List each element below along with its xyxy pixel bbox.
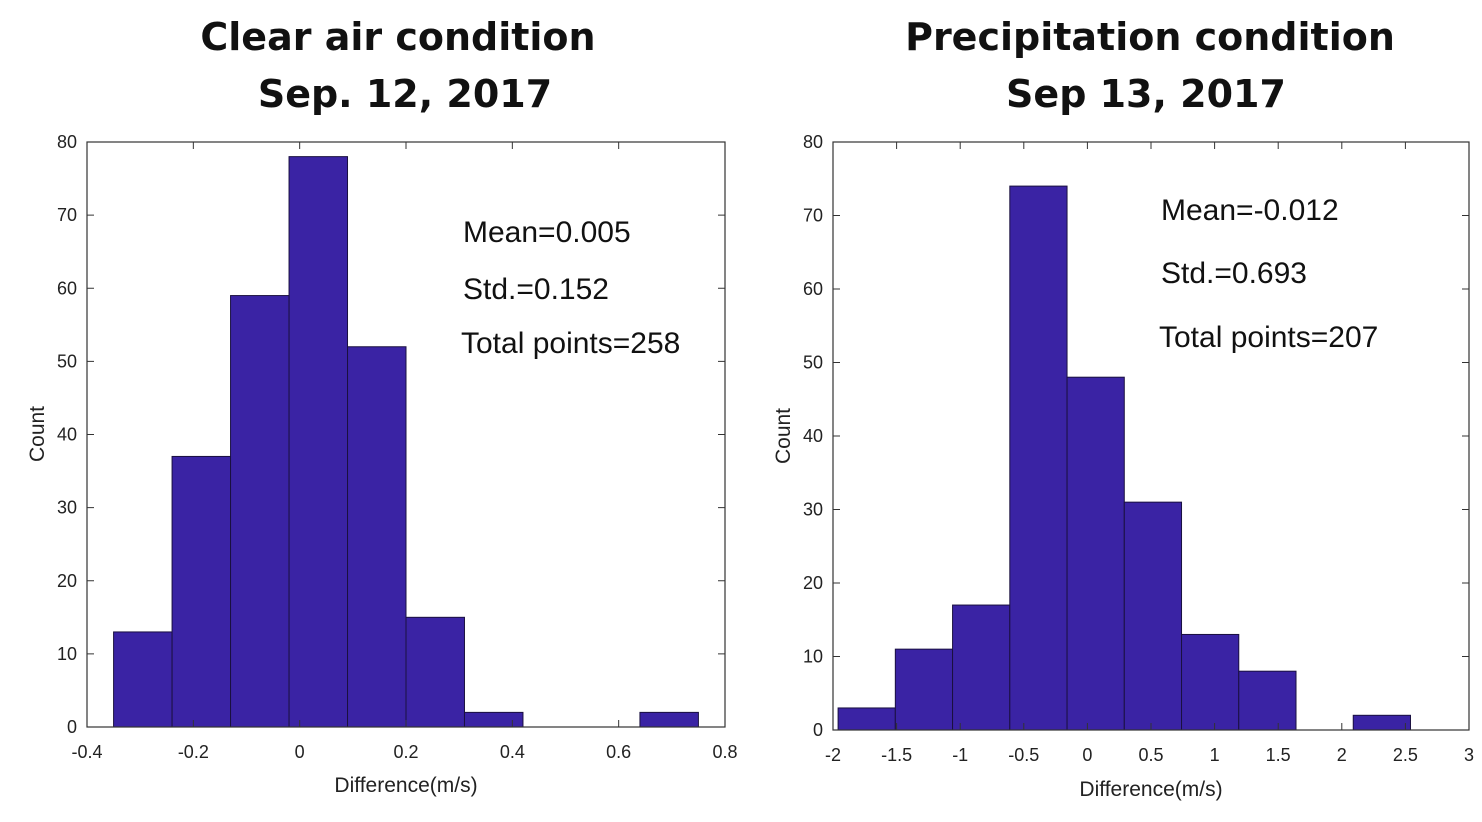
histogram-bar bbox=[1009, 185, 1068, 731]
y-tick-label: 70 bbox=[803, 206, 823, 226]
x-tick-label: -0.2 bbox=[178, 742, 209, 762]
x-tick-label: -2 bbox=[825, 745, 841, 765]
y-tick-label: 0 bbox=[813, 720, 823, 740]
x-tick-label: 0.6 bbox=[606, 742, 631, 762]
y-tick-label: 60 bbox=[803, 279, 823, 299]
y-tick-label: 10 bbox=[57, 644, 77, 664]
x-axis-ticks: -2 -1.5 -1 -0.5 0 0.5 1 1.5 2 2.5 3 bbox=[825, 142, 1474, 765]
histogram-bar bbox=[347, 346, 407, 728]
histogram-bar bbox=[952, 604, 1011, 731]
histogram-bar bbox=[405, 616, 465, 728]
std-annotation: Std.=0.693 bbox=[1161, 257, 1307, 290]
histogram-bar bbox=[1123, 501, 1183, 731]
histogram-bar bbox=[837, 707, 896, 731]
x-tick-label: 0.5 bbox=[1138, 745, 1163, 765]
y-tick-label: 80 bbox=[803, 132, 823, 152]
chart-title-line2: Sep. 12, 2017 bbox=[258, 72, 552, 116]
y-tick-label: 50 bbox=[803, 353, 823, 373]
y-tick-label: 40 bbox=[57, 425, 77, 445]
chart-title-line1: Clear air condition bbox=[200, 15, 595, 59]
y-tick-label: 30 bbox=[803, 500, 823, 520]
y-tick-label: 50 bbox=[57, 351, 77, 371]
x-tick-label: 0.2 bbox=[393, 742, 418, 762]
y-tick-label: 0 bbox=[67, 717, 77, 737]
x-tick-label: 2 bbox=[1337, 745, 1347, 765]
std-annotation: Std.=0.152 bbox=[463, 273, 609, 306]
y-tick-label: 60 bbox=[57, 278, 77, 298]
x-tick-label: -1.5 bbox=[881, 745, 912, 765]
x-tick-label: 3 bbox=[1464, 745, 1474, 765]
histogram-bar bbox=[894, 648, 954, 731]
chart-title-line1: Precipitation condition bbox=[905, 15, 1395, 59]
bars bbox=[113, 156, 699, 728]
mean-annotation-clip: Mean=0.005 bbox=[463, 216, 631, 249]
histogram-bar bbox=[1238, 670, 1297, 731]
y-tick-label: 70 bbox=[57, 205, 77, 225]
y-tick-label: 80 bbox=[57, 132, 77, 152]
histogram-bar bbox=[1352, 714, 1411, 731]
y-axis-ticks: 0 10 20 30 40 50 60 70 80 bbox=[57, 132, 725, 737]
x-axis-label: Difference(m/s) bbox=[1079, 778, 1222, 801]
histogram-bar bbox=[288, 156, 349, 728]
histogram-bar bbox=[230, 295, 290, 728]
x-tick-label: -0.4 bbox=[71, 742, 102, 762]
chart-clear-air: Clear air condition Sep. 12, 2017 -0.4 -0… bbox=[26, 15, 738, 797]
y-axis-label: Count bbox=[772, 408, 795, 464]
mean-annotation: Mean=0.005 bbox=[463, 216, 631, 249]
histogram-bar bbox=[463, 711, 524, 728]
y-axis-ticks: 0 10 20 30 40 50 60 70 80 bbox=[803, 132, 1469, 740]
x-tick-label: 2.5 bbox=[1393, 745, 1418, 765]
x-tick-label: 0.8 bbox=[712, 742, 737, 762]
histogram-bar bbox=[113, 631, 173, 728]
x-tick-label: 0 bbox=[1082, 745, 1092, 765]
y-axis-label: Count bbox=[26, 406, 49, 462]
histogram-bar bbox=[1181, 633, 1240, 731]
x-tick-label: 1 bbox=[1210, 745, 1220, 765]
histogram-bar bbox=[171, 455, 232, 728]
total-points-annotation: Total points=207 bbox=[1159, 321, 1378, 354]
histogram-bar bbox=[1066, 376, 1125, 731]
x-axis-ticks: -0.4 -0.2 0 0.2 0.4 0.6 0.8 bbox=[71, 142, 738, 762]
total-points-annotation: Total points=258 bbox=[461, 327, 680, 360]
x-axis-label: Difference(m/s) bbox=[334, 774, 477, 797]
y-tick-label: 10 bbox=[803, 647, 823, 667]
histogram-bar bbox=[639, 711, 699, 728]
x-tick-label: -0.5 bbox=[1008, 745, 1039, 765]
bars bbox=[837, 185, 1411, 731]
y-tick-label: 40 bbox=[803, 426, 823, 446]
x-tick-label: 1.5 bbox=[1266, 745, 1291, 765]
x-tick-label: -1 bbox=[952, 745, 968, 765]
y-tick-label: 20 bbox=[57, 571, 77, 591]
mean-annotation: Mean=-0.012 bbox=[1161, 194, 1339, 227]
y-tick-label: 30 bbox=[57, 498, 77, 518]
y-tick-label: 20 bbox=[803, 573, 823, 593]
chart-precipitation: Precipitation condition Sep 13, 2017 -2-… bbox=[772, 15, 1474, 801]
chart-title-line2: Sep 13, 2017 bbox=[1006, 72, 1286, 116]
x-tick-label: 0.4 bbox=[500, 742, 525, 762]
x-tick-label: 0 bbox=[295, 742, 305, 762]
